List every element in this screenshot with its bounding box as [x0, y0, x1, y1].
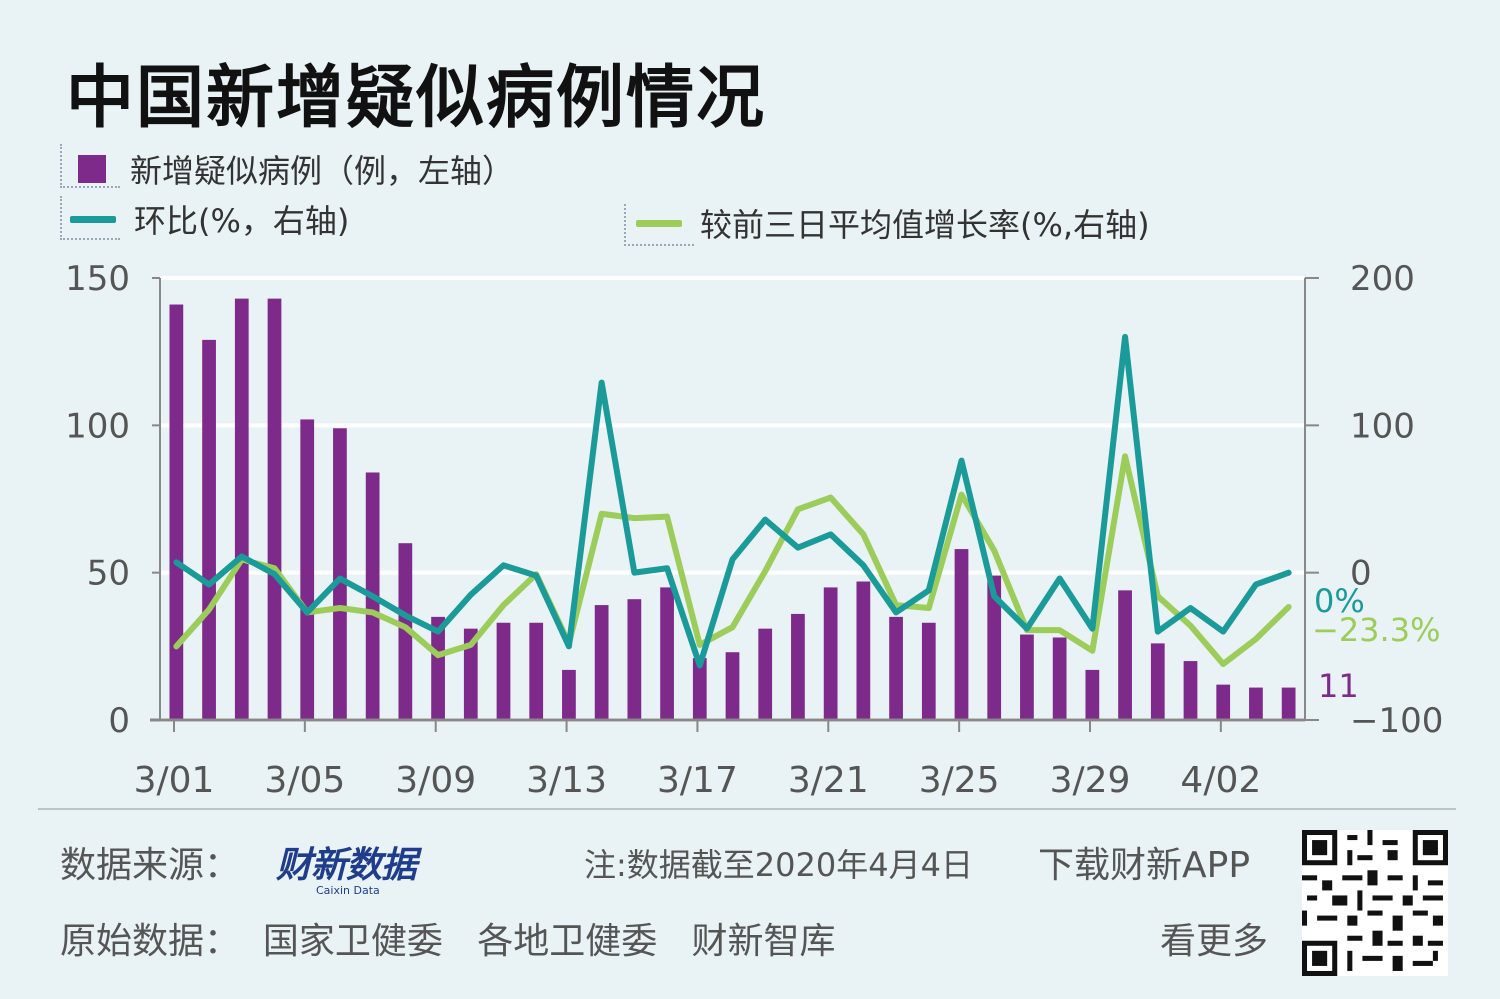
legend-label-bars: 新增疑似病例（例，左轴） [130, 152, 515, 190]
legend-swatch-avg [636, 219, 682, 227]
bar [627, 599, 642, 720]
bar [398, 543, 413, 720]
legend-item-mom: 环比(%，右轴) [70, 196, 349, 242]
bar [1249, 687, 1263, 720]
download-app[interactable]: 下载财新APP [1038, 845, 1251, 886]
raw-data-sources: 原始数据： 国家卫健委 各地卫健委 财新智库 [60, 921, 836, 962]
bar-end-label: 11 [1318, 667, 1359, 705]
chart-title: 中国新增疑似病例情况 [66, 59, 767, 138]
legend-label-mom: 环比(%，右轴) [134, 202, 350, 240]
bar [529, 622, 544, 720]
x-axis-tick-label: 3/09 [395, 760, 476, 801]
x-axis-tick-label: 3/13 [526, 760, 607, 801]
x-axis-tick-label: 3/29 [1050, 760, 1131, 801]
bar [791, 613, 805, 720]
bar [1118, 590, 1132, 720]
bar [562, 669, 576, 720]
bar [1216, 684, 1231, 720]
bar [1020, 634, 1034, 720]
caixin-data-logo: 财新数据 Caixin Data [276, 836, 417, 897]
x-axis-tick-label: 3/01 [134, 760, 215, 801]
left-axis-tick-label: 50 [87, 554, 130, 594]
bar [594, 605, 609, 720]
bar [921, 622, 936, 720]
bar [1281, 687, 1296, 720]
legend-box-avg [624, 204, 694, 246]
mom-end-label: 0% [1314, 582, 1365, 620]
mom-line [173, 333, 1292, 669]
qr-code-icon[interactable] [1302, 830, 1448, 976]
bar [333, 428, 347, 720]
left-axis-tick-label: 100 [65, 406, 130, 446]
bar [954, 549, 969, 720]
avg-growth-line [173, 453, 1292, 668]
bar [169, 304, 184, 720]
x-axis-tick-label: 3/25 [919, 760, 1000, 801]
bar [300, 419, 315, 720]
bar [1052, 637, 1067, 720]
x-axis-tick-label: 4/02 [1180, 760, 1261, 801]
bar [202, 339, 216, 720]
see-more[interactable]: 看更多 [1160, 921, 1269, 962]
right-axis-tick-label: 0 [1350, 554, 1372, 594]
footer-note: 注:数据截至2020年4月4日 [584, 846, 973, 884]
legend-box-bars [60, 144, 120, 188]
legend-label-avg: 较前三日平均值增长率(%,右轴) [700, 206, 1150, 244]
legend-item-bars: 新增疑似病例（例，左轴） [78, 146, 514, 192]
bar [758, 628, 773, 720]
right-axis-tick-label: 200 [1350, 259, 1415, 299]
right-axis-tick-label: 100 [1350, 406, 1415, 446]
bar [496, 622, 511, 720]
bar [725, 652, 740, 720]
avg-end-label: −23.3% [1312, 611, 1440, 649]
bar [1085, 669, 1100, 720]
bar [463, 628, 478, 720]
left-axis-tick-label: 150 [65, 259, 130, 299]
bar [431, 616, 445, 720]
x-axis-tick-label: 3/05 [264, 760, 345, 801]
x-axis-tick-label: 3/17 [657, 760, 738, 801]
legend-item-avg: 较前三日平均值增长率(%,右轴) [636, 200, 1150, 246]
bar [234, 298, 249, 720]
bar [987, 575, 1002, 720]
right-axis-tick-label: −100 [1350, 701, 1443, 741]
bar [267, 298, 282, 720]
brand-name: 财新数据 [276, 845, 417, 886]
bar [1183, 661, 1198, 720]
legend-swatch-mom [70, 215, 116, 223]
legend-box-mom [60, 196, 120, 240]
left-axis-tick-label: 0 [108, 701, 130, 741]
footer-divider [38, 808, 1456, 810]
bar [692, 658, 707, 720]
brand-sub: Caixin Data [316, 884, 380, 897]
bar [823, 587, 838, 720]
bar [660, 587, 674, 720]
x-axis-tick-label: 3/21 [788, 760, 869, 801]
source-label: 数据来源： [60, 845, 241, 886]
bar [856, 581, 871, 720]
bar [889, 616, 903, 720]
legend-swatch-bars [78, 155, 106, 183]
bar [1150, 643, 1165, 720]
